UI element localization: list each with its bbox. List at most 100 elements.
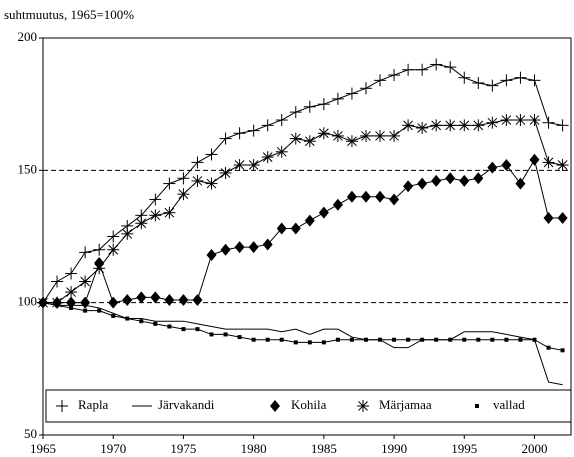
- marker: [331, 92, 344, 105]
- marker-stroke: [192, 176, 203, 186]
- marker-stroke: [501, 115, 512, 125]
- marker-shape: [476, 337, 481, 342]
- marker: [546, 345, 551, 350]
- marker-shape: [378, 337, 383, 342]
- marker: [192, 294, 203, 307]
- marker: [247, 124, 260, 137]
- marker: [542, 116, 555, 129]
- marker: [476, 337, 481, 342]
- marker-shape: [346, 190, 357, 203]
- marker: [139, 319, 144, 324]
- marker-shape: [80, 296, 91, 309]
- marker: [406, 337, 411, 342]
- marker-shape: [195, 327, 200, 332]
- marker: [290, 222, 301, 235]
- marker-stroke: [220, 168, 231, 178]
- marker: [107, 243, 120, 256]
- x-tick-label: 1995: [451, 441, 477, 456]
- marker: [346, 190, 357, 203]
- marker: [556, 159, 569, 172]
- marker-stroke: [403, 120, 413, 131]
- marker-stroke: [164, 207, 175, 218]
- marker: [504, 337, 509, 342]
- marker-shape: [55, 303, 60, 308]
- marker: [434, 337, 439, 342]
- series-line: [42, 302, 563, 351]
- x-tick-label: 1975: [170, 441, 196, 456]
- marker-shape: [293, 340, 298, 345]
- marker-stroke: [94, 263, 105, 274]
- marker-shape: [262, 238, 273, 251]
- marker: [80, 296, 91, 309]
- marker: [41, 300, 45, 305]
- marker-shape: [406, 337, 411, 342]
- marker-stroke: [529, 115, 540, 125]
- marker-shape: [83, 308, 88, 313]
- marker-shape: [462, 337, 467, 342]
- marker: [153, 321, 158, 326]
- marker: [262, 238, 273, 251]
- marker: [345, 87, 358, 100]
- marker-stroke: [206, 178, 217, 189]
- marker: [247, 159, 260, 172]
- marker-shape: [321, 340, 326, 345]
- marker-stroke: [304, 136, 315, 147]
- marker: [335, 337, 340, 342]
- marker-stroke: [431, 120, 442, 131]
- marker: [374, 129, 387, 142]
- marker: [237, 335, 242, 340]
- marker-stroke: [150, 210, 161, 221]
- marker: [51, 296, 64, 309]
- marker: [560, 348, 565, 353]
- marker: [69, 305, 74, 310]
- marker-stroke: [178, 189, 189, 200]
- y-tick-label: 50: [24, 426, 37, 441]
- marker: [150, 291, 161, 304]
- marker: [417, 177, 428, 190]
- marker: [125, 316, 130, 321]
- marker-shape: [434, 337, 439, 342]
- marker: [248, 241, 259, 254]
- marker-stroke: [136, 218, 147, 229]
- marker-shape: [389, 193, 400, 206]
- marker-shape: [448, 337, 453, 342]
- marker: [403, 180, 414, 193]
- marker-shape: [459, 174, 470, 187]
- marker: [276, 222, 287, 235]
- marker: [178, 294, 189, 307]
- marker: [122, 294, 133, 307]
- marker-stroke: [375, 131, 385, 141]
- marker: [458, 71, 471, 84]
- marker: [375, 190, 386, 203]
- marker: [136, 291, 147, 304]
- marker: [518, 337, 523, 342]
- marker-shape: [290, 222, 301, 235]
- marker-stroke: [361, 131, 371, 141]
- marker: [279, 337, 284, 342]
- marker: [177, 172, 190, 185]
- marker-shape: [403, 180, 414, 193]
- marker-stroke: [122, 228, 133, 239]
- marker-stroke: [445, 120, 456, 131]
- marker: [458, 119, 471, 132]
- marker: [107, 230, 120, 243]
- marker: [233, 127, 246, 140]
- x-tick-label: 2000: [521, 441, 547, 456]
- marker: [514, 71, 527, 84]
- marker-shape: [392, 337, 397, 342]
- y-tick-label: 100: [18, 294, 38, 309]
- marker-shape: [473, 172, 484, 185]
- marker: [261, 151, 274, 164]
- legend-label: Kohila: [291, 397, 327, 412]
- marker: [363, 337, 368, 342]
- legend: Rapla Järvakandi Kohila Märjamaa vallad: [45, 389, 572, 423]
- marker-stroke: [333, 131, 343, 141]
- marker: [557, 211, 568, 224]
- series-line: [42, 63, 563, 303]
- marker: [529, 153, 540, 166]
- marker: [331, 129, 344, 142]
- marker-stroke: [66, 287, 76, 297]
- marker: [251, 337, 256, 342]
- marker: [55, 303, 60, 308]
- marker: [402, 63, 415, 76]
